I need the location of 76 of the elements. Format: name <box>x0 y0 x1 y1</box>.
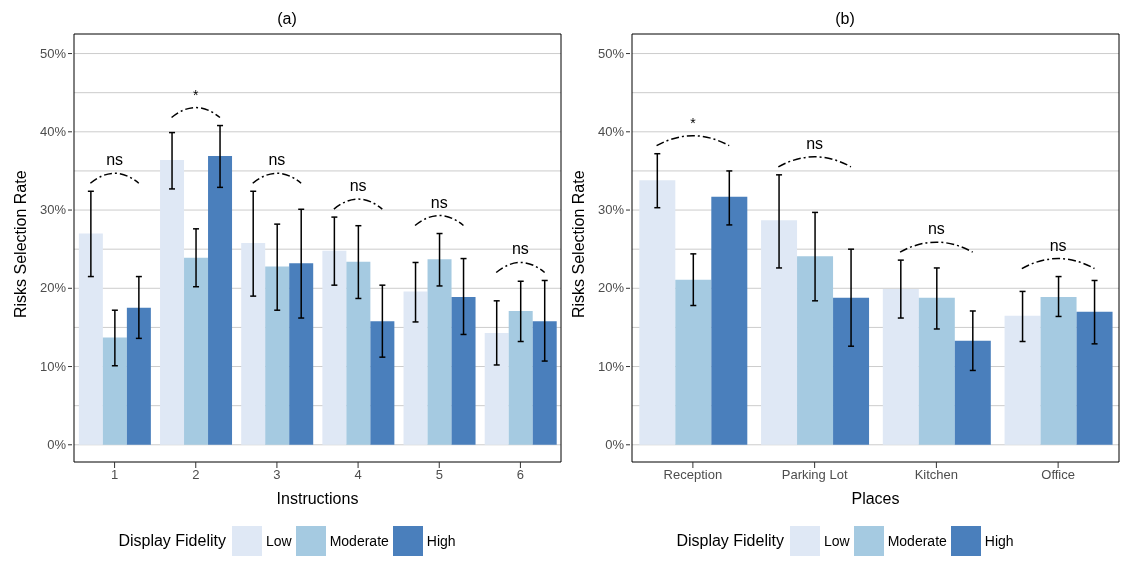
bar <box>797 256 834 445</box>
y-tick-label: 30% <box>597 202 625 218</box>
legend-label: High <box>426 533 456 549</box>
bar <box>370 321 395 445</box>
bar <box>833 297 870 445</box>
bar <box>78 233 103 445</box>
annotation: ns <box>511 240 529 258</box>
bar <box>1004 315 1041 445</box>
bar <box>675 279 712 445</box>
x-tick-label: Reception <box>663 467 723 483</box>
x-axis-title: Places <box>851 490 900 507</box>
x-tick-label: 5 <box>435 467 443 483</box>
y-tick-label: 10% <box>39 358 67 374</box>
y-tick-label: 50% <box>39 45 67 61</box>
y-tick-label: 20% <box>597 280 625 296</box>
x-tick-label: Parking Lot <box>781 467 848 483</box>
bar <box>102 337 127 445</box>
legend-title: Display Fidelity <box>676 532 784 550</box>
annotation: * <box>193 86 200 103</box>
y-tick-label: 0% <box>605 436 625 452</box>
bar <box>322 250 347 445</box>
bar <box>761 220 798 445</box>
annotation: ns <box>927 220 945 238</box>
legend-label: High <box>984 533 1014 549</box>
y-tick-label: 10% <box>597 358 625 374</box>
bar <box>160 159 185 445</box>
bar <box>126 307 151 445</box>
bar <box>954 340 991 445</box>
chart-title: (b) <box>834 9 856 29</box>
y-tick-label: 50% <box>597 45 625 61</box>
y-axis-title: Risks Selection Rate <box>11 170 29 318</box>
bar <box>484 332 509 445</box>
bar <box>882 289 919 445</box>
x-tick-label: 4 <box>354 467 362 483</box>
bar <box>918 297 955 445</box>
y-tick-label: 40% <box>39 123 67 139</box>
x-tick-label: 1 <box>110 467 119 483</box>
bar <box>427 259 452 445</box>
bar <box>241 242 266 445</box>
annotation: ns <box>106 151 124 169</box>
y-tick-label: 20% <box>39 280 67 296</box>
bar <box>711 196 748 445</box>
legend-title: Display Fidelity <box>118 532 226 550</box>
bar <box>208 156 233 445</box>
annotation: * <box>690 114 697 131</box>
y-tick-label: 40% <box>597 123 625 139</box>
bar <box>184 257 209 445</box>
annotation: ns <box>806 134 824 152</box>
annotation: ns <box>268 151 286 169</box>
bar <box>1076 311 1113 445</box>
bar <box>265 266 290 445</box>
bar <box>403 291 428 445</box>
bar <box>346 261 371 445</box>
y-tick-label: 30% <box>39 202 67 218</box>
x-tick-label: 2 <box>192 467 200 483</box>
chart-title: (a) <box>276 9 298 29</box>
x-tick-label: 3 <box>273 467 281 483</box>
annotation: ns <box>1049 236 1067 254</box>
x-tick-label: Office <box>1041 467 1075 483</box>
legend-label: Moderate <box>329 533 389 549</box>
legend-label: Low <box>265 533 292 549</box>
bar <box>451 296 476 445</box>
annotation: ns <box>349 177 367 195</box>
bar <box>639 180 676 445</box>
x-axis-title: Instructions <box>276 490 359 507</box>
bar <box>1040 296 1077 445</box>
legend-label: Low <box>823 533 850 549</box>
bar <box>532 321 557 445</box>
legend-label: Moderate <box>887 533 947 549</box>
bar <box>289 263 314 445</box>
bar <box>508 310 533 445</box>
y-axis-title: Risks Selection Rate <box>569 170 587 318</box>
x-tick-label: Kitchen <box>914 467 959 483</box>
annotation: ns <box>430 193 448 211</box>
x-tick-label: 6 <box>516 467 525 483</box>
y-tick-label: 0% <box>47 436 67 452</box>
